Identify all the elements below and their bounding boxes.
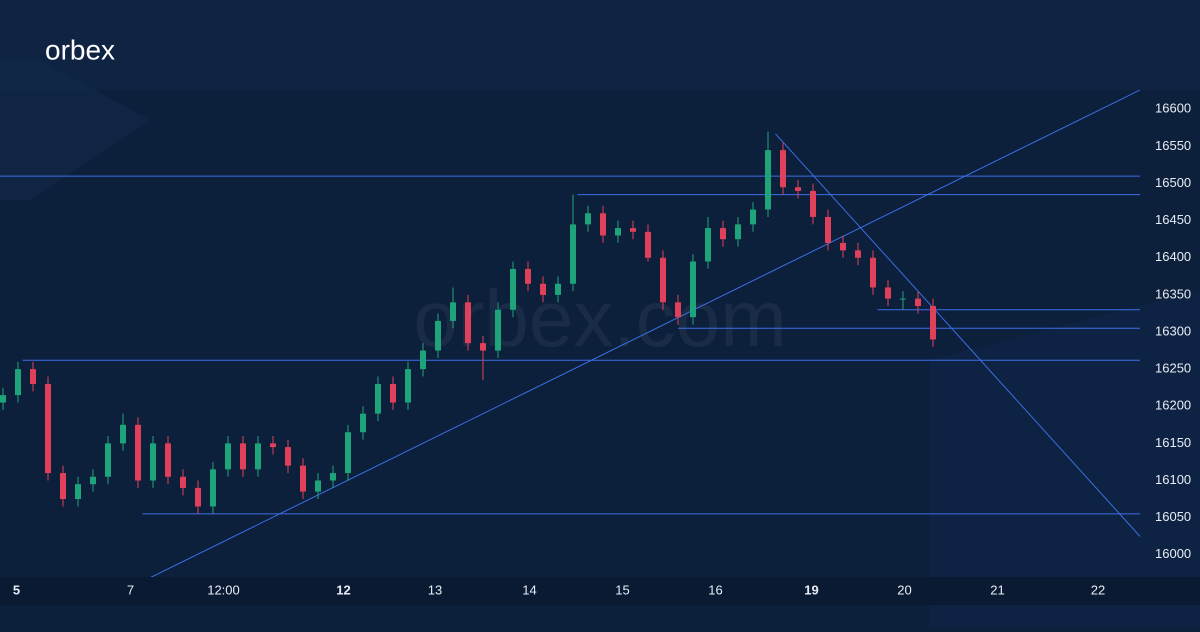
y-tick-label: 16400 [1155, 249, 1191, 264]
candle-body [645, 231, 651, 258]
y-tick-label: 16200 [1155, 398, 1191, 413]
y-tick-label: 16150 [1155, 435, 1191, 450]
x-axis-band [0, 577, 1200, 605]
candle-body [300, 465, 306, 492]
candle-body [480, 343, 486, 351]
candle-body [45, 383, 51, 474]
x-tick-label: 14 [522, 582, 536, 597]
candle-body [390, 383, 396, 403]
candle-body [165, 443, 171, 477]
candle-body [0, 395, 6, 403]
y-tick-label: 16300 [1155, 323, 1191, 338]
y-tick-label: 16100 [1155, 472, 1191, 487]
candle-body [60, 473, 66, 500]
candle-body [30, 369, 36, 384]
candle-body [615, 228, 621, 236]
candle-body [630, 228, 636, 232]
candle-body [540, 283, 546, 295]
candle-body [255, 443, 261, 470]
candle-body [150, 443, 156, 481]
candle-body [15, 369, 21, 396]
candle-body [525, 268, 531, 284]
candle-body [180, 476, 186, 488]
candle-body [660, 257, 666, 303]
x-tick-label: 19 [804, 582, 818, 597]
x-tick-label: 22 [1091, 582, 1105, 597]
candle-body [510, 268, 516, 310]
candle-body [375, 383, 381, 414]
candle-body [120, 424, 126, 444]
candle-body [285, 447, 291, 466]
candle-body [735, 224, 741, 240]
y-tick-label: 16050 [1155, 509, 1191, 524]
x-tick-label: 20 [897, 582, 911, 597]
candle-body [930, 306, 936, 340]
candle-body [315, 480, 321, 492]
candle-body [330, 473, 336, 481]
trend-line [775, 133, 1140, 538]
candle-body [900, 298, 906, 300]
candle-body [225, 443, 231, 470]
candle-body [105, 443, 111, 477]
candle-body [810, 190, 816, 217]
x-tick-label: 21 [990, 582, 1004, 597]
candle-body [855, 250, 861, 258]
candle-body [360, 413, 366, 433]
x-tick-label: 12 [336, 582, 350, 597]
candle-body [765, 150, 771, 210]
candle-body [675, 302, 681, 318]
x-tick-label: 5 [13, 582, 20, 597]
candle-body [195, 487, 201, 507]
candle-body [420, 350, 426, 370]
candle-body [840, 242, 846, 251]
candle-body [450, 302, 456, 321]
candle-body [585, 213, 591, 225]
y-tick-label: 16500 [1155, 175, 1191, 190]
y-tick-label: 16250 [1155, 361, 1191, 376]
candle-body [495, 309, 501, 351]
candle-body [600, 213, 606, 236]
candle-body [240, 443, 246, 470]
candle-body [75, 484, 81, 500]
candle-body [705, 228, 711, 262]
candle-body [885, 287, 891, 299]
y-tick-label: 16350 [1155, 286, 1191, 301]
candle-body [570, 224, 576, 284]
x-tick-label: 13 [428, 582, 442, 597]
x-tick-label: 16 [708, 582, 722, 597]
candle-body [690, 261, 696, 318]
logo: orbex [45, 34, 115, 65]
candle-body [870, 257, 876, 288]
candle-body [345, 432, 351, 474]
y-tick-label: 16550 [1155, 138, 1191, 153]
candle-body [435, 320, 441, 351]
y-tick-label: 16450 [1155, 212, 1191, 227]
candle-body [825, 216, 831, 243]
candle-body [90, 476, 96, 485]
candle-body [780, 150, 786, 188]
header [0, 0, 1200, 90]
candle-body [555, 283, 561, 295]
y-tick-label: 16000 [1155, 546, 1191, 561]
watermark: orbex.com [413, 274, 786, 363]
y-tick-label: 16600 [1155, 101, 1191, 116]
candle-body [270, 443, 276, 448]
x-tick-label: 12:00 [207, 582, 240, 597]
x-tick-label: 7 [127, 582, 134, 597]
x-tick-label: 15 [615, 582, 629, 597]
candle-body [795, 187, 801, 191]
decor [930, 290, 1200, 627]
trend-line [150, 90, 1140, 577]
candle-body [915, 298, 921, 307]
candle-body [465, 302, 471, 344]
candle-body [210, 469, 216, 507]
candle-body [135, 424, 141, 481]
decor [0, 60, 150, 200]
candle-body [750, 209, 756, 225]
candle-body [720, 228, 726, 240]
candle-body [405, 369, 411, 403]
